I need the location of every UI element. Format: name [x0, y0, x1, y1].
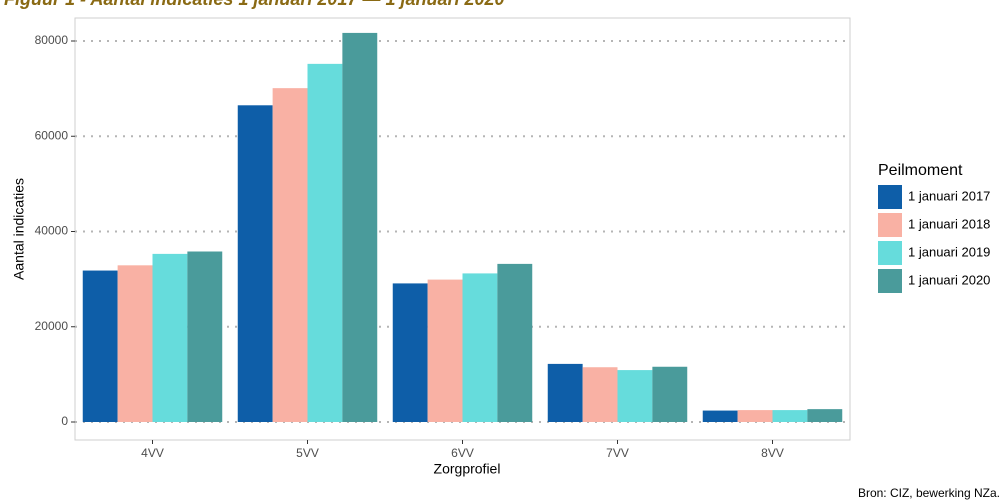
- legend-key: [878, 213, 902, 237]
- y-tick-label: 20000: [35, 319, 69, 333]
- y-tick-label: 0: [61, 414, 68, 428]
- bar: [807, 409, 843, 422]
- bar: [617, 370, 653, 422]
- x-tick-label: 7VV: [606, 446, 629, 460]
- bar: [427, 279, 463, 422]
- x-tick-label: 5VV: [296, 446, 319, 460]
- bar: [772, 410, 808, 422]
- legend-label: 1 januari 2020: [908, 272, 990, 287]
- bar: [652, 366, 688, 422]
- y-tick-label: 80000: [35, 33, 69, 47]
- legend-key: [878, 185, 902, 209]
- legend-label: 1 januari 2018: [908, 216, 990, 231]
- bar: [342, 32, 378, 422]
- legend-key: [878, 269, 902, 293]
- bar: [497, 263, 533, 422]
- bar: [462, 273, 498, 422]
- bar: [547, 363, 583, 422]
- legend-label: 1 januari 2017: [908, 188, 990, 203]
- y-tick-label: 40000: [35, 224, 69, 238]
- bar: [702, 410, 738, 422]
- y-tick-label: 60000: [35, 128, 69, 142]
- legend-key: [878, 241, 902, 265]
- bar: [737, 410, 773, 422]
- x-axis-label: Zorgprofiel: [434, 461, 501, 477]
- legend-title: Peilmoment: [878, 162, 963, 179]
- bar: [187, 251, 223, 422]
- bar: [582, 367, 618, 422]
- x-tick-label: 4VV: [141, 446, 164, 460]
- y-axis-label: Aantal indicaties: [11, 178, 27, 280]
- source-note: Bron: CIZ, bewerking NZa.: [858, 486, 1000, 500]
- bar: [82, 270, 118, 422]
- chart-title: Figuur 1 - Aantal indicaties 1 januari 2…: [4, 0, 505, 9]
- x-tick-label: 8VV: [761, 446, 784, 460]
- legend-label: 1 januari 2019: [908, 244, 990, 259]
- x-tick-label: 6VV: [451, 446, 474, 460]
- bar: [272, 88, 308, 422]
- bar: [152, 253, 188, 422]
- bar: [237, 105, 273, 422]
- bar: [307, 63, 343, 422]
- bar: [392, 283, 428, 422]
- bar: [117, 265, 153, 422]
